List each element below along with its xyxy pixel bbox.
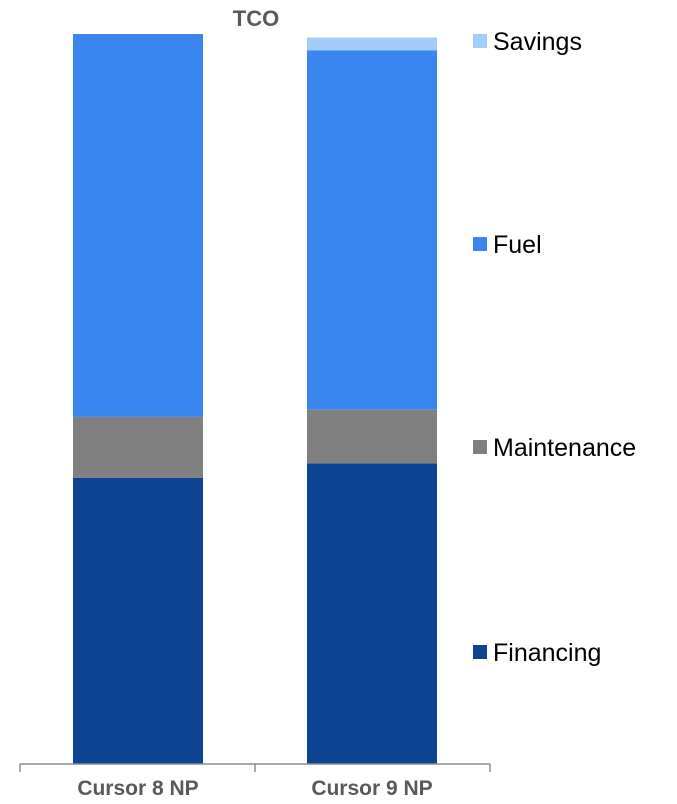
category-label-cursor-9-np: Cursor 9 NP [311, 777, 432, 800]
bar-cursor-9-np-financing [307, 463, 437, 764]
bar-cursor-9-np-savings [307, 37, 437, 51]
legend-swatch-savings [473, 34, 487, 48]
legend-label-maintenance: Maintenance [493, 434, 636, 462]
legend-label-fuel: Fuel [493, 231, 542, 259]
bar-cursor-8-np-maintenance [73, 416, 203, 478]
bar-cursor-8-np-fuel [73, 34, 203, 417]
legend: Savings Fuel Maintenance Financing [473, 28, 636, 667]
bar-cursor-9-np-maintenance [307, 409, 437, 464]
x-axis [19, 763, 491, 772]
bars-group [73, 34, 437, 764]
category-labels: Cursor 8 NP Cursor 9 NP [77, 777, 432, 800]
category-label-cursor-8-np: Cursor 8 NP [77, 777, 198, 800]
chart-title: TCO [233, 6, 279, 31]
legend-swatch-fuel [473, 237, 487, 251]
bar-cursor-9-np-fuel [307, 50, 437, 410]
legend-swatch-financing [473, 645, 487, 659]
legend-label-financing: Financing [493, 639, 601, 667]
legend-label-savings: Savings [493, 28, 582, 56]
bar-cursor-8-np-financing [73, 477, 203, 764]
legend-swatch-maintenance [473, 440, 487, 454]
